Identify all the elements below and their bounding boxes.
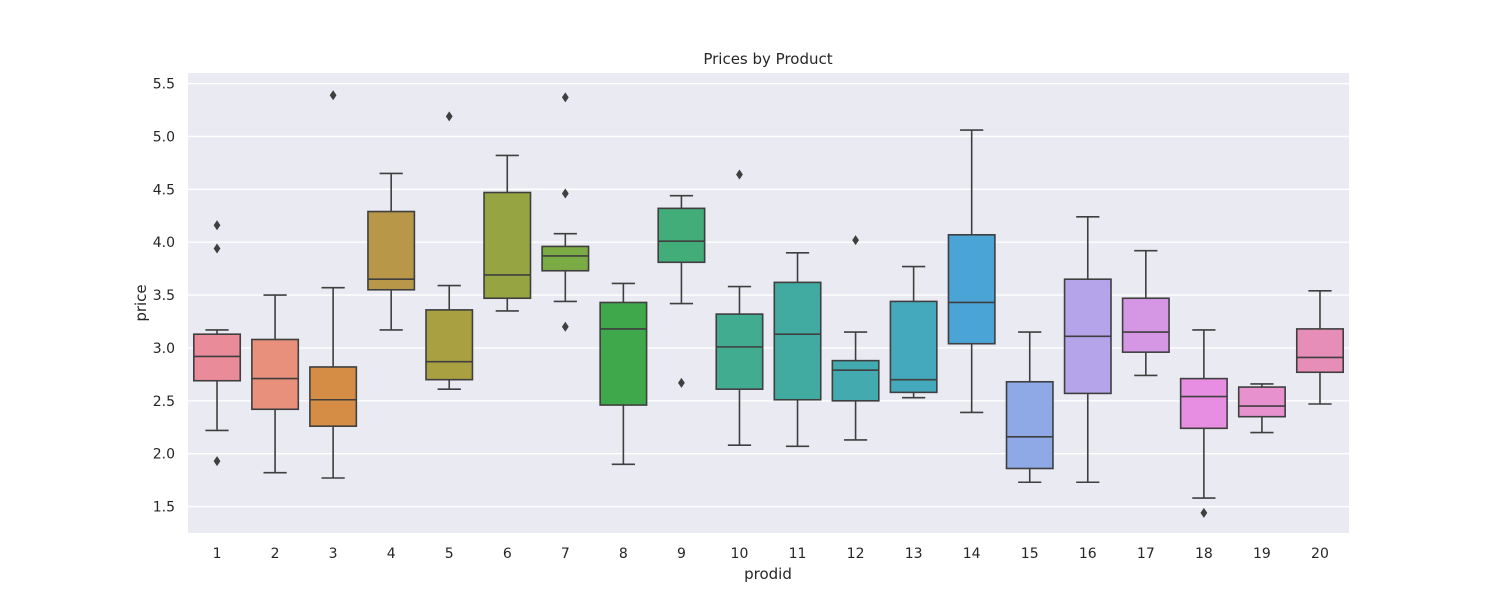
y-tick-label: 2.5 [153,394,175,410]
outlier-point [1200,507,1208,518]
box-iqr [599,301,648,406]
outlier-point [561,92,569,103]
chart-title: Prices by Product [703,50,832,68]
x-tick-label: 12 [847,546,865,562]
box-11 [773,251,822,448]
outlier-point [852,235,859,246]
box-iqr [193,333,242,382]
y-axis-label: price [132,284,150,321]
y-axis-ticks: 1.5 2.0 2.5 3.0 3.5 4.0 4.5 5.0 5.5 [153,77,175,516]
x-tick-label: 17 [1137,546,1155,562]
box-iqr [831,359,880,402]
box-iqr [1237,386,1286,418]
outlier-point [561,321,569,332]
box-iqr [251,338,300,411]
box-15 [1005,331,1054,484]
x-tick-label: 20 [1311,546,1329,562]
x-tick-label: 19 [1253,546,1271,562]
boxes [193,90,1344,518]
box-6 [483,154,532,312]
box-7 [541,92,590,332]
x-tick-label: 2 [271,546,280,562]
box-4 [367,172,416,331]
box-iqr [773,281,822,401]
outlier-point [213,456,221,467]
y-tick-label: 5.5 [153,77,175,93]
outlier-point [736,169,743,180]
box-10 [715,169,764,447]
x-tick-label: 8 [619,546,628,562]
box-20 [1295,290,1344,405]
box-17 [1121,249,1170,377]
box-iqr [715,313,764,390]
outlier-point [213,243,221,254]
x-tick-label: 5 [445,546,454,562]
y-tick-label: 3.0 [153,341,175,357]
x-tick-label: 16 [1079,546,1097,562]
x-tick-label: 3 [329,546,338,562]
x-tick-label: 11 [789,546,807,562]
x-tick-label: 10 [731,546,749,562]
box-14 [947,129,996,414]
box-iqr [1005,380,1054,470]
box-5 [425,111,474,390]
x-tick-label: 7 [561,546,570,562]
box-iqr [1295,328,1344,374]
box-8 [599,282,648,466]
plot-area [188,73,1349,533]
box-3 [309,90,358,479]
outlier-point [445,111,453,122]
box-18 [1179,329,1228,518]
outlier-point [678,377,685,388]
box-19 [1237,383,1286,434]
box-12 [831,235,880,441]
x-axis-ticks: 1 2 3 4 5 6 7 8 9 10 11 12 13 14 15 16 17 18 19 20 [213,546,1329,562]
x-axis-label: prodid [744,565,792,583]
x-tick-label: 14 [963,546,981,562]
box-iqr [1179,377,1228,430]
box-iqr [425,309,474,381]
box-iqr [483,191,532,300]
box-iqr [367,210,416,291]
box-iqr [309,366,358,427]
y-tick-label: 1.5 [153,500,175,516]
box-iqr [1121,297,1170,353]
box-iqr [947,233,996,345]
y-tick-label: 3.5 [153,288,175,304]
x-tick-label: 1 [213,546,222,562]
box-1 [193,220,242,467]
y-tick-label: 2.0 [153,447,175,463]
box-iqr [657,207,706,264]
x-tick-label: 4 [387,546,396,562]
box-9 [657,194,706,388]
y-tick-label: 4.0 [153,235,175,251]
box-2 [251,294,300,474]
y-tick-label: 5.0 [153,129,175,145]
outlier-point [213,220,221,231]
y-tick-label: 4.5 [153,182,175,198]
box-iqr [541,245,590,272]
box-13 [889,265,938,399]
box-16 [1063,216,1112,484]
box-iqr [889,300,938,394]
outlier-point [561,188,569,199]
x-tick-label: 9 [677,546,686,562]
x-tick-label: 18 [1195,546,1213,562]
x-tick-label: 15 [1021,546,1039,562]
x-tick-label: 13 [905,546,923,562]
x-tick-label: 6 [503,546,512,562]
outlier-point [329,90,337,101]
